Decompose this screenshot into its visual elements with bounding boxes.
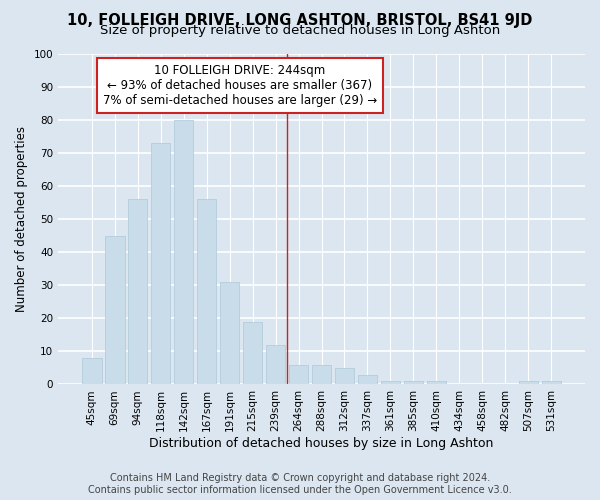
Bar bbox=[128, 200, 148, 384]
Bar bbox=[197, 200, 217, 384]
Bar bbox=[289, 364, 308, 384]
Bar bbox=[427, 381, 446, 384]
Bar bbox=[151, 143, 170, 384]
Bar bbox=[312, 364, 331, 384]
Bar bbox=[542, 381, 561, 384]
Bar bbox=[243, 322, 262, 384]
Text: Contains HM Land Registry data © Crown copyright and database right 2024.
Contai: Contains HM Land Registry data © Crown c… bbox=[88, 474, 512, 495]
X-axis label: Distribution of detached houses by size in Long Ashton: Distribution of detached houses by size … bbox=[149, 437, 494, 450]
Text: Size of property relative to detached houses in Long Ashton: Size of property relative to detached ho… bbox=[100, 24, 500, 37]
Bar bbox=[220, 282, 239, 384]
Text: 10, FOLLEIGH DRIVE, LONG ASHTON, BRISTOL, BS41 9JD: 10, FOLLEIGH DRIVE, LONG ASHTON, BRISTOL… bbox=[67, 12, 533, 28]
Bar bbox=[82, 358, 101, 384]
Bar bbox=[380, 381, 400, 384]
Bar bbox=[518, 381, 538, 384]
Bar bbox=[404, 381, 423, 384]
Bar bbox=[335, 368, 354, 384]
Bar bbox=[105, 236, 125, 384]
Y-axis label: Number of detached properties: Number of detached properties bbox=[15, 126, 28, 312]
Bar bbox=[174, 120, 193, 384]
Bar bbox=[266, 345, 286, 385]
Bar bbox=[358, 374, 377, 384]
Text: 10 FOLLEIGH DRIVE: 244sqm
← 93% of detached houses are smaller (367)
7% of semi-: 10 FOLLEIGH DRIVE: 244sqm ← 93% of detac… bbox=[103, 64, 377, 107]
